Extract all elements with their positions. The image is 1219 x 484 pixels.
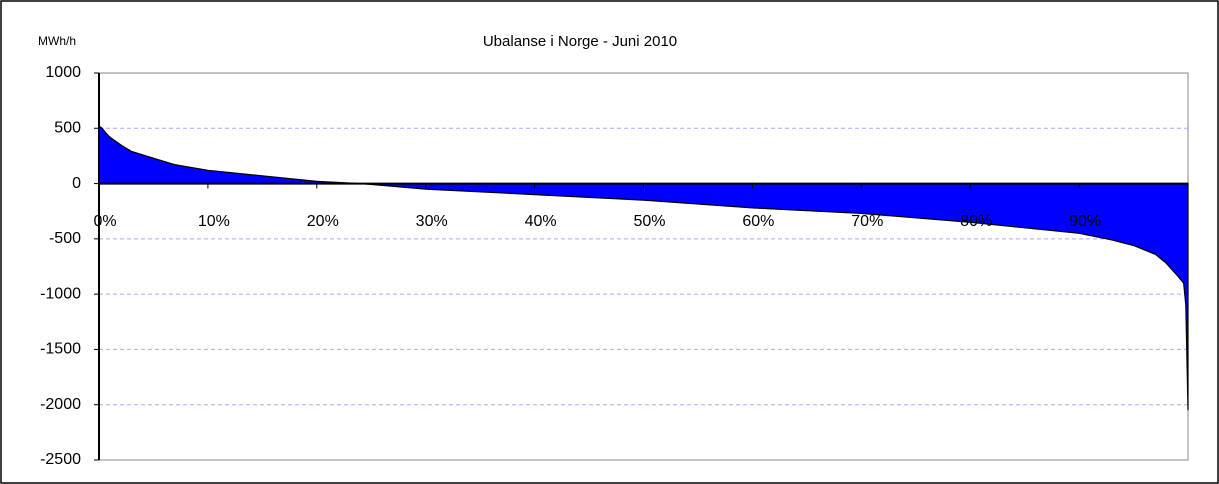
- y-tick-label: -500: [49, 230, 81, 247]
- y-tick-label: -1500: [40, 341, 81, 358]
- area: [98, 124, 1189, 411]
- x-tick-label: 70%: [851, 213, 883, 230]
- x-tick-label: 10%: [198, 213, 230, 230]
- y-tick-label: 500: [54, 120, 81, 137]
- y-tick-label: -1000: [40, 285, 81, 302]
- x-tick-label: 90%: [1069, 213, 1101, 230]
- y-tick-label: -2000: [40, 396, 81, 413]
- x-tick-label: 40%: [525, 213, 557, 230]
- y-tick-label: -2500: [40, 451, 81, 468]
- y-tick-label: 1000: [45, 64, 81, 81]
- y-tick-label: 0: [72, 175, 81, 192]
- chart-title: Ubalanse i Norge - Juni 2010: [483, 33, 677, 50]
- y-axis-label: MWh/h: [38, 34, 76, 48]
- x-tick-label: 50%: [633, 213, 665, 230]
- x-tick-label: 20%: [307, 213, 339, 230]
- x-tick-label: 60%: [742, 213, 774, 230]
- x-tick-label: 30%: [416, 213, 448, 230]
- plot-area: [98, 72, 1189, 461]
- x-tick-label: 80%: [960, 213, 992, 230]
- x-tick-label: 0%: [93, 213, 116, 230]
